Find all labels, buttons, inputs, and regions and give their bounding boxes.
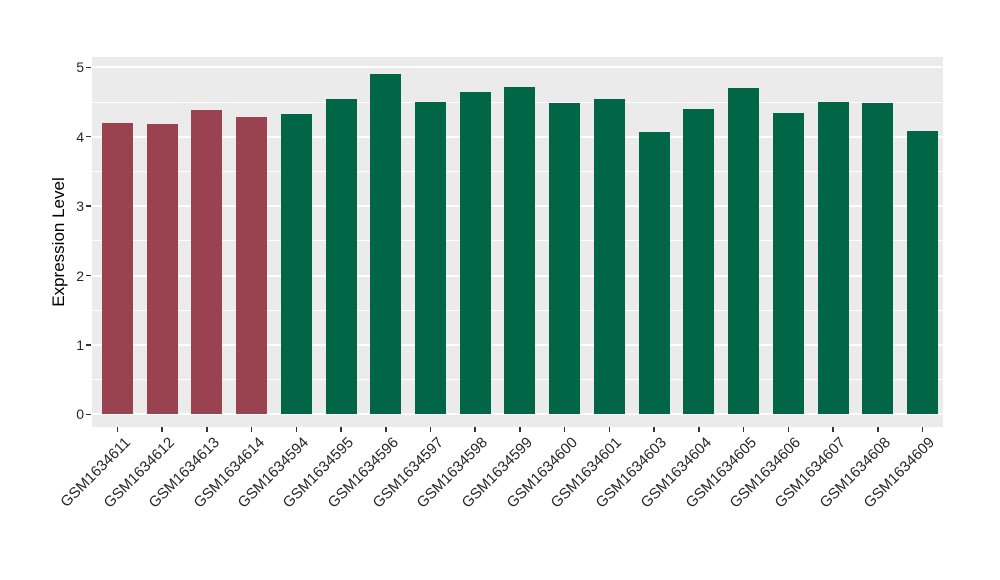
y-tick-mark-1 <box>86 344 91 346</box>
bar-GSM1634611 <box>102 122 133 415</box>
bar-GSM1634604 <box>683 108 715 415</box>
y-tick-mark-5 <box>86 66 91 69</box>
bar-GSM1634612 <box>146 124 178 415</box>
bar-GSM1634614 <box>236 116 268 415</box>
x-tick-mark-GSM1634604 <box>698 427 700 432</box>
y-tick-label-2: 2 <box>76 267 84 284</box>
bar-GSM1634609 <box>906 131 938 415</box>
y-tick-label-3: 3 <box>76 198 84 215</box>
bar-GSM1634601 <box>593 99 625 415</box>
gridline-major-0 <box>92 413 943 416</box>
x-tick-mark-GSM1634595 <box>340 427 342 432</box>
x-tick-mark-GSM1634606 <box>787 427 790 432</box>
x-tick-mark-GSM1634608 <box>876 427 879 432</box>
bar-GSM1634599 <box>504 87 536 415</box>
x-tick-mark-GSM1634609 <box>921 427 924 432</box>
y-tick-label-4: 4 <box>76 128 84 145</box>
x-tick-mark-GSM1634607 <box>832 427 834 432</box>
y-axis-title: Expression Level <box>49 177 68 307</box>
x-tick-mark-GSM1634601 <box>608 427 611 432</box>
bar-GSM1634596 <box>370 74 402 415</box>
x-tick-mark-GSM1634598 <box>474 427 477 432</box>
bar-GSM1634605 <box>728 88 760 415</box>
x-tick-mark-GSM1634603 <box>653 427 655 432</box>
y-tick-mark-2 <box>86 274 91 277</box>
plot-panel <box>92 57 943 427</box>
x-tick-mark-GSM1634596 <box>385 427 387 432</box>
bar-GSM1634598 <box>459 92 491 415</box>
bar-GSM1634607 <box>817 102 849 415</box>
x-tick-mark-GSM1634600 <box>563 427 566 432</box>
bar-GSM1634600 <box>549 102 581 415</box>
y-tick-label-1: 1 <box>76 336 84 353</box>
x-tick-mark-GSM1634614 <box>250 427 253 432</box>
bar-GSM1634597 <box>415 102 447 415</box>
y-tick-mark-0 <box>86 413 91 416</box>
y-tick-label-0: 0 <box>76 406 84 423</box>
y-tick-label-5: 5 <box>76 59 84 76</box>
bar-GSM1634606 <box>772 113 804 415</box>
y-tick-mark-4 <box>86 135 91 138</box>
bar-GSM1634608 <box>862 102 894 415</box>
x-tick-mark-GSM1634597 <box>429 427 432 432</box>
x-tick-mark-GSM1634613 <box>206 427 208 432</box>
x-tick-mark-GSM1634611 <box>116 427 119 432</box>
bar-GSM1634595 <box>325 99 357 415</box>
bar-GSM1634594 <box>280 113 312 415</box>
y-tick-mark-3 <box>86 205 91 207</box>
x-tick-mark-GSM1634605 <box>742 427 745 432</box>
x-tick-mark-GSM1634612 <box>161 427 163 432</box>
x-tick-mark-GSM1634599 <box>519 427 521 432</box>
bar-GSM1634603 <box>638 131 670 415</box>
x-tick-mark-GSM1634594 <box>295 427 298 432</box>
gridline-major-5 <box>92 66 943 69</box>
bar-GSM1634613 <box>191 110 223 415</box>
